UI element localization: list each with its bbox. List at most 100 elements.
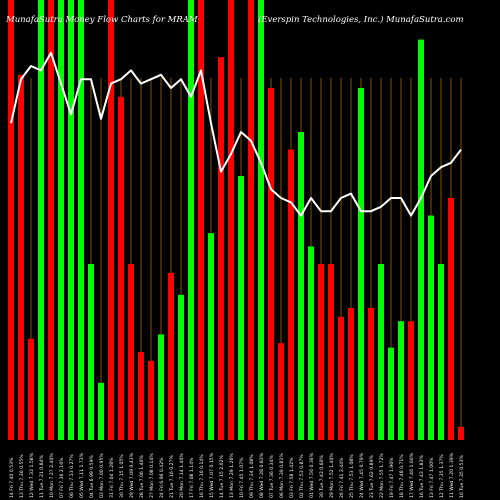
x-tick-label: 12 Wed 7.32 1.58% bbox=[29, 452, 35, 498]
volume-bar bbox=[358, 88, 364, 440]
volume-bar bbox=[368, 308, 374, 440]
x-tick-label: 14 Fri 7.40 0.53% bbox=[9, 457, 15, 498]
volume-bar bbox=[18, 74, 24, 441]
x-tick-label: 29 Mon 7.52 1.40% bbox=[329, 453, 335, 498]
volume-bar bbox=[108, 0, 114, 440]
x-tick-label: 06 Thu 7.13 0.27% bbox=[69, 454, 75, 498]
chart-subtitle: (Everspin Technologies, Inc.) MunafaSutr… bbox=[258, 14, 464, 25]
x-tick-label: 16 Thu 7.16 0.14% bbox=[199, 454, 205, 498]
volume-bar bbox=[308, 246, 314, 440]
volume-bar bbox=[188, 0, 194, 440]
x-tick-label: 23 Tue 7.62 0.89% bbox=[369, 454, 375, 498]
volume-bar bbox=[168, 272, 174, 440]
x-tick-label: 03 Fri 7.58 1.42% bbox=[289, 457, 295, 498]
x-tick-label: 13 Fri 7.47 1.00% bbox=[429, 457, 435, 498]
volume-bar bbox=[68, 0, 74, 440]
price-line bbox=[10, 51, 462, 217]
x-tick-label: 13 Thu 7.36 0.55% bbox=[19, 454, 25, 498]
x-tick-label: 17 Fri 7.08 1.14% bbox=[189, 457, 195, 498]
volume-bar bbox=[298, 132, 304, 440]
volume-bar bbox=[198, 0, 204, 440]
volume-bar bbox=[438, 264, 444, 440]
volume-bar bbox=[98, 382, 104, 440]
volume-bar bbox=[138, 352, 144, 440]
volume-bar bbox=[148, 360, 154, 440]
volume-bar bbox=[318, 264, 324, 440]
x-tick-label: 02 Thu 7.53 0.87% bbox=[299, 454, 305, 498]
volume-bar bbox=[278, 343, 284, 440]
x-tick-label: 03 Mon 7.00 0.95% bbox=[99, 453, 105, 498]
x-tick-label: 09 Thu 7.34 1.08% bbox=[249, 454, 255, 498]
volume-bar bbox=[218, 57, 224, 440]
volume-bar bbox=[288, 149, 294, 440]
x-tick-label: 28 Tue 7.06 1.40% bbox=[139, 454, 145, 498]
x-tick-label: 22 Mon 7.55 1.72% bbox=[379, 453, 385, 498]
x-tick-label: 10 Fri 7.45 1.07% bbox=[239, 457, 245, 498]
x-tick-label: 21 Tue 7.16 0.27% bbox=[169, 454, 175, 498]
x-tick-label: 06 Mon 7.39 0.81% bbox=[279, 453, 285, 498]
x-tick-label: 25 Thu 7.53 1.08% bbox=[349, 454, 355, 498]
volume-bar bbox=[78, 0, 84, 440]
x-tick-label: 20 Mon 7.14 1.40% bbox=[179, 453, 185, 498]
volume-bar bbox=[58, 0, 64, 440]
x-tick-label: 01 Wed 7.56 0.36% bbox=[309, 452, 315, 498]
volume-bar bbox=[248, 0, 254, 440]
volume-bar bbox=[8, 0, 14, 440]
volume-bar bbox=[448, 198, 454, 440]
volume-bars bbox=[8, 0, 464, 441]
x-tick-label: 04 Tue 6.99 0.59% bbox=[89, 454, 95, 498]
volume-bar bbox=[338, 316, 344, 440]
x-tick-label: 11 Tue 7.21 0.84% bbox=[39, 454, 45, 498]
volume-bar bbox=[408, 321, 414, 440]
x-tick-label: 13 Mon 7.29 1.26% bbox=[229, 453, 235, 498]
x-tick-label: 16 Tue 7.43 1.83% bbox=[419, 454, 425, 498]
volume-bar bbox=[118, 96, 124, 441]
volume-bar bbox=[258, 0, 264, 440]
x-tick-label: 17 Wed 7.46 1.60% bbox=[409, 452, 415, 498]
volume-bar bbox=[208, 233, 214, 440]
x-tick-label: 08 Wed 7.28 0.83% bbox=[259, 452, 265, 498]
x-tick-label: 29 Wed 7.09 0.43% bbox=[129, 452, 135, 498]
x-tick-label: 27 Mon 7.08 0.14% bbox=[149, 453, 155, 498]
x-tick-label: 11 Wed 7.20 1.39% bbox=[449, 452, 455, 498]
volume-bar bbox=[428, 215, 434, 440]
volume-bar bbox=[388, 347, 394, 440]
x-tick-label: 15 Wed 7.07 0.15% bbox=[209, 452, 215, 498]
volume-bar bbox=[328, 264, 334, 440]
volume-bar bbox=[378, 264, 384, 440]
volume-bar bbox=[88, 264, 94, 440]
x-tick-label: 30 Thu 7.15 1.05% bbox=[119, 454, 125, 498]
x-tick-label: 07 Fri 7.36 2.16% bbox=[59, 457, 65, 498]
x-tick-label: 18 Thu 7.48 0.71% bbox=[399, 454, 405, 498]
x-tick-label: 10 Mon 7.27 2.40% bbox=[49, 453, 55, 498]
x-tick-label: 24 Wed 7.45 0.79% bbox=[359, 452, 365, 498]
volume-bar bbox=[48, 0, 54, 440]
x-tick-label: 14 Tue 7.15 2.02% bbox=[219, 454, 225, 498]
volume-bar bbox=[158, 334, 164, 440]
x-tick-label: 30 Tue 7.43 0.60% bbox=[319, 454, 325, 498]
x-axis-ticks: 14 Fri 7.40 0.53% 13 Thu 7.36 0.55% 12 Wed… bbox=[9, 452, 465, 498]
volume-bar bbox=[128, 264, 134, 440]
x-tick-label: 10 Tue 7.35 0.53% bbox=[459, 454, 465, 498]
volume-bar bbox=[38, 0, 44, 440]
volume-bar bbox=[268, 88, 274, 440]
x-tick-label: 26 Fri 7.41 2.44% bbox=[339, 457, 345, 498]
volume-bar bbox=[178, 294, 184, 440]
price-line-group bbox=[10, 51, 462, 217]
volume-bar bbox=[28, 338, 34, 440]
volume-bar bbox=[238, 176, 244, 440]
volume-bar bbox=[458, 426, 464, 440]
x-tick-label: 12 Thu 7.35 1.37% bbox=[439, 454, 445, 498]
volume-bar bbox=[348, 308, 354, 440]
x-tick-label: 19 Fri 7.47 1.96% bbox=[389, 457, 395, 498]
x-tick-label: 05 Wed 7.11 1.73% bbox=[79, 452, 85, 498]
x-tick-label: 07 Tue 7.36 0.34% bbox=[269, 454, 275, 498]
x-tick-label: 31 Fri 7.04 1.28% bbox=[109, 457, 115, 498]
chart-title: MunafaSutra Money Flow Charts for MRAM bbox=[5, 15, 198, 25]
volume-bar bbox=[228, 0, 234, 440]
x-tick-label: 24 Fri 6.96 0.42% bbox=[159, 457, 165, 498]
volume-bar bbox=[398, 321, 404, 440]
volume-bar bbox=[418, 39, 424, 440]
